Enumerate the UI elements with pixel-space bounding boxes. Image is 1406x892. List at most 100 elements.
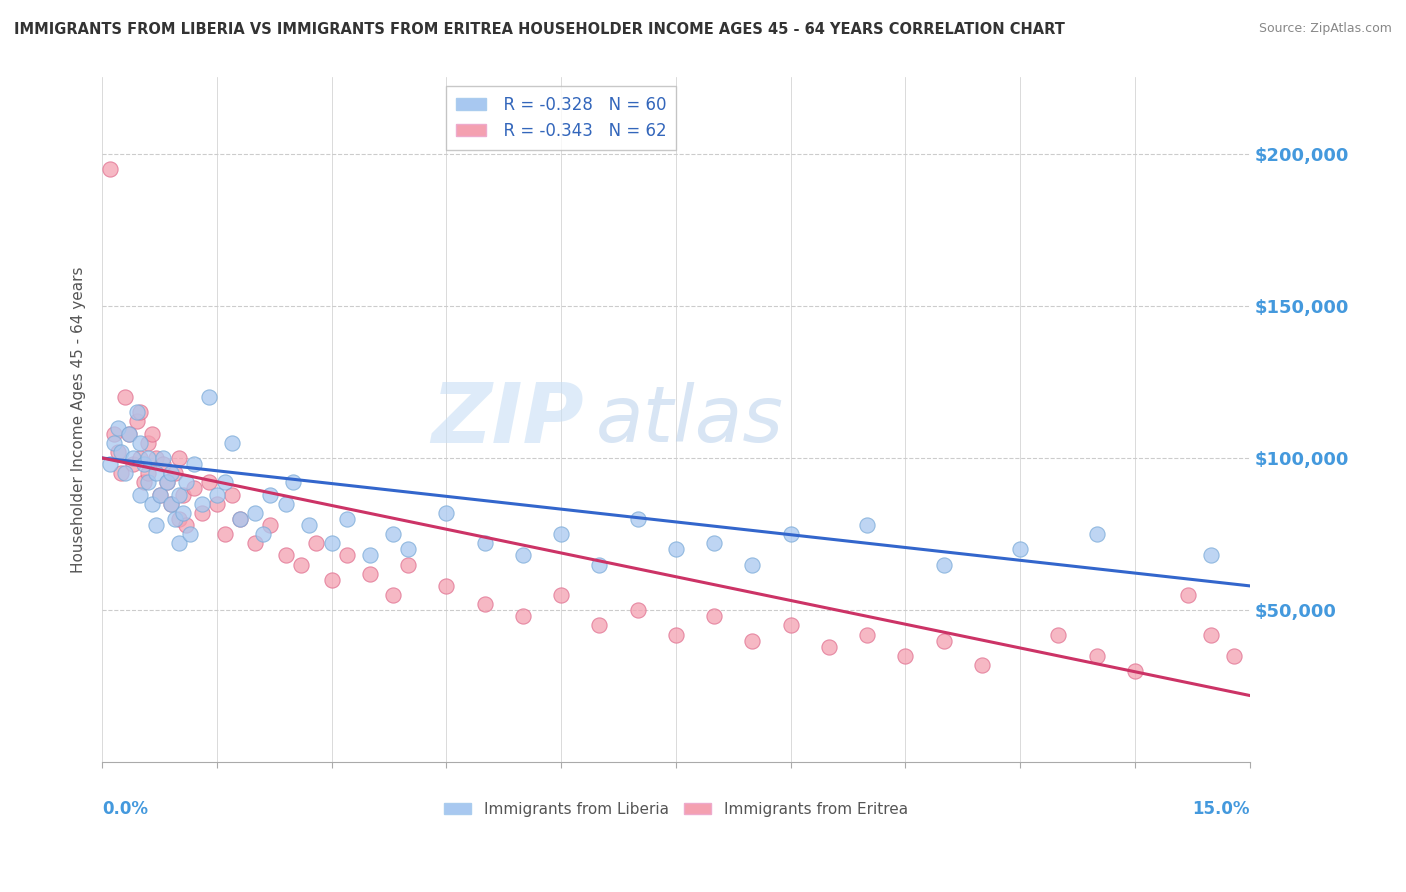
Point xyxy=(176,475,198,490)
Point xyxy=(190,506,212,520)
Point xyxy=(1010,542,1032,557)
Point xyxy=(141,426,163,441)
Point xyxy=(183,482,205,496)
Point xyxy=(145,467,167,481)
Point xyxy=(259,518,281,533)
Point xyxy=(190,497,212,511)
Point xyxy=(98,161,121,176)
Point xyxy=(588,618,610,632)
Point xyxy=(145,518,167,533)
Point xyxy=(274,497,297,511)
Point xyxy=(118,426,141,441)
Point xyxy=(134,457,156,471)
Point xyxy=(172,506,194,520)
Point xyxy=(252,527,274,541)
Point xyxy=(336,549,359,563)
Text: 0.0%: 0.0% xyxy=(103,800,148,818)
Point xyxy=(156,475,179,490)
Point xyxy=(129,435,152,450)
Point xyxy=(129,450,152,465)
Point xyxy=(550,527,572,541)
Point xyxy=(1223,648,1246,663)
Point xyxy=(121,457,143,471)
Point xyxy=(205,487,228,501)
Text: atlas: atlas xyxy=(596,382,783,458)
Point xyxy=(359,566,381,581)
Point xyxy=(588,558,610,572)
Point xyxy=(436,579,458,593)
Point xyxy=(1177,588,1199,602)
Point xyxy=(818,640,841,654)
Point xyxy=(125,414,148,428)
Point xyxy=(136,467,159,481)
Point xyxy=(703,609,725,624)
Point xyxy=(1201,627,1223,641)
Point xyxy=(176,518,198,533)
Point xyxy=(512,609,534,624)
Point xyxy=(381,588,404,602)
Point xyxy=(103,435,125,450)
Point xyxy=(221,487,243,501)
Point xyxy=(856,518,879,533)
Point xyxy=(160,467,183,481)
Point xyxy=(110,467,132,481)
Point xyxy=(474,536,496,550)
Point xyxy=(136,450,159,465)
Point xyxy=(298,518,321,533)
Point xyxy=(665,542,688,557)
Point xyxy=(512,549,534,563)
Point xyxy=(779,618,801,632)
Point xyxy=(167,450,190,465)
Legend: Immigrants from Liberia, Immigrants from Eritrea: Immigrants from Liberia, Immigrants from… xyxy=(437,796,914,823)
Point xyxy=(274,549,297,563)
Point xyxy=(932,633,955,648)
Point xyxy=(1085,527,1108,541)
Point xyxy=(98,457,121,471)
Point xyxy=(245,536,267,550)
Point xyxy=(381,527,404,541)
Text: ZIP: ZIP xyxy=(432,379,583,460)
Point xyxy=(114,467,136,481)
Point xyxy=(321,573,343,587)
Point xyxy=(336,512,359,526)
Point xyxy=(741,633,763,648)
Point xyxy=(779,527,801,541)
Point xyxy=(179,527,201,541)
Point xyxy=(1201,549,1223,563)
Point xyxy=(932,558,955,572)
Point xyxy=(152,450,174,465)
Point xyxy=(118,426,141,441)
Point xyxy=(321,536,343,550)
Text: Source: ZipAtlas.com: Source: ZipAtlas.com xyxy=(1258,22,1392,36)
Point xyxy=(703,536,725,550)
Point xyxy=(396,542,419,557)
Point xyxy=(856,627,879,641)
Point xyxy=(136,435,159,450)
Point xyxy=(245,506,267,520)
Point xyxy=(136,475,159,490)
Point xyxy=(148,487,170,501)
Point xyxy=(229,512,252,526)
Point xyxy=(114,390,136,404)
Point xyxy=(167,487,190,501)
Point xyxy=(436,506,458,520)
Text: 15.0%: 15.0% xyxy=(1192,800,1250,818)
Point xyxy=(110,445,132,459)
Point xyxy=(221,435,243,450)
Point xyxy=(163,512,186,526)
Point xyxy=(214,475,236,490)
Point xyxy=(1123,664,1146,678)
Point xyxy=(152,457,174,471)
Point xyxy=(107,445,129,459)
Point xyxy=(160,497,183,511)
Point xyxy=(107,420,129,434)
Point xyxy=(172,487,194,501)
Point xyxy=(141,497,163,511)
Point xyxy=(396,558,419,572)
Point xyxy=(741,558,763,572)
Point xyxy=(129,487,152,501)
Point xyxy=(627,512,650,526)
Point xyxy=(198,475,221,490)
Point xyxy=(1085,648,1108,663)
Point xyxy=(627,603,650,617)
